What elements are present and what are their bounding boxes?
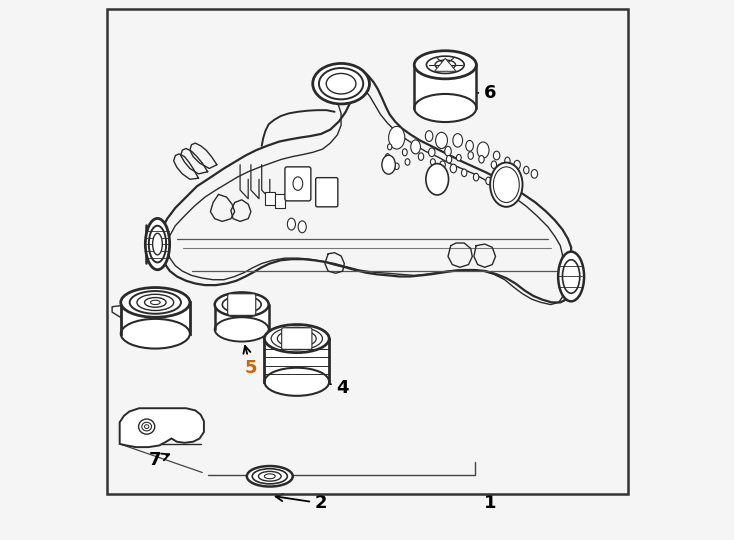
Ellipse shape <box>277 330 316 347</box>
Ellipse shape <box>457 154 461 161</box>
Ellipse shape <box>313 63 369 104</box>
Ellipse shape <box>490 163 523 207</box>
Ellipse shape <box>247 466 293 487</box>
Ellipse shape <box>450 164 457 173</box>
Ellipse shape <box>385 153 390 160</box>
Ellipse shape <box>445 146 451 156</box>
Ellipse shape <box>326 73 356 94</box>
Ellipse shape <box>426 164 448 195</box>
Ellipse shape <box>558 252 584 301</box>
Ellipse shape <box>426 56 464 73</box>
Ellipse shape <box>145 424 149 429</box>
Bar <box>266 192 275 205</box>
Ellipse shape <box>229 299 255 310</box>
Text: 2: 2 <box>276 494 327 512</box>
FancyBboxPatch shape <box>316 178 338 207</box>
Bar <box>177 425 189 435</box>
Ellipse shape <box>505 157 510 165</box>
Ellipse shape <box>145 298 166 307</box>
Ellipse shape <box>446 156 452 163</box>
Ellipse shape <box>298 221 306 233</box>
Ellipse shape <box>142 422 151 431</box>
Ellipse shape <box>215 292 269 316</box>
Bar <box>275 194 285 208</box>
Ellipse shape <box>290 335 304 342</box>
Ellipse shape <box>405 159 410 165</box>
Ellipse shape <box>271 327 322 350</box>
Ellipse shape <box>287 218 296 230</box>
Ellipse shape <box>222 296 261 313</box>
Ellipse shape <box>411 140 421 154</box>
Ellipse shape <box>215 317 269 342</box>
Ellipse shape <box>402 149 407 156</box>
Ellipse shape <box>145 218 170 270</box>
Ellipse shape <box>130 291 181 314</box>
Ellipse shape <box>453 133 462 147</box>
Ellipse shape <box>510 187 515 193</box>
Ellipse shape <box>264 325 330 353</box>
Bar <box>414 65 476 108</box>
Bar <box>121 302 190 334</box>
Ellipse shape <box>414 94 476 122</box>
Ellipse shape <box>462 169 467 177</box>
Ellipse shape <box>498 181 504 188</box>
Ellipse shape <box>150 300 160 305</box>
Ellipse shape <box>466 140 473 151</box>
Ellipse shape <box>468 152 473 159</box>
Ellipse shape <box>493 167 519 202</box>
FancyBboxPatch shape <box>285 167 310 201</box>
Ellipse shape <box>435 60 456 70</box>
Ellipse shape <box>264 474 275 479</box>
Ellipse shape <box>523 166 529 174</box>
Ellipse shape <box>153 233 162 255</box>
Ellipse shape <box>319 68 363 99</box>
Ellipse shape <box>429 148 435 157</box>
Text: 7: 7 <box>148 451 170 469</box>
Ellipse shape <box>293 177 302 190</box>
Ellipse shape <box>418 153 424 160</box>
FancyBboxPatch shape <box>282 328 312 349</box>
Ellipse shape <box>388 126 404 149</box>
Ellipse shape <box>252 469 287 484</box>
Ellipse shape <box>121 287 190 317</box>
Bar <box>215 305 269 329</box>
Ellipse shape <box>149 226 166 262</box>
Ellipse shape <box>562 260 580 293</box>
Ellipse shape <box>531 170 537 178</box>
Text: 1: 1 <box>484 494 496 512</box>
Ellipse shape <box>479 156 484 163</box>
Text: 4: 4 <box>311 377 349 397</box>
Ellipse shape <box>440 161 446 168</box>
Ellipse shape <box>139 419 155 434</box>
Ellipse shape <box>435 132 448 149</box>
FancyBboxPatch shape <box>228 294 255 315</box>
Ellipse shape <box>425 131 433 141</box>
Ellipse shape <box>477 142 489 158</box>
Ellipse shape <box>414 51 476 79</box>
Ellipse shape <box>284 333 310 345</box>
Ellipse shape <box>264 368 330 396</box>
Bar <box>167 425 182 435</box>
Polygon shape <box>435 58 456 71</box>
Ellipse shape <box>121 319 190 349</box>
Ellipse shape <box>491 161 497 168</box>
Ellipse shape <box>473 173 479 181</box>
Ellipse shape <box>493 151 500 160</box>
Text: 5: 5 <box>244 346 257 377</box>
Text: 6: 6 <box>465 84 496 102</box>
Ellipse shape <box>137 294 174 310</box>
Polygon shape <box>120 408 204 447</box>
Ellipse shape <box>382 156 396 174</box>
Bar <box>264 339 330 382</box>
Text: 3: 3 <box>154 328 172 347</box>
Ellipse shape <box>514 160 520 169</box>
Ellipse shape <box>258 471 281 481</box>
Bar <box>106 9 628 494</box>
Ellipse shape <box>486 177 491 185</box>
Ellipse shape <box>430 159 435 165</box>
Ellipse shape <box>394 163 399 170</box>
Ellipse shape <box>388 144 392 150</box>
